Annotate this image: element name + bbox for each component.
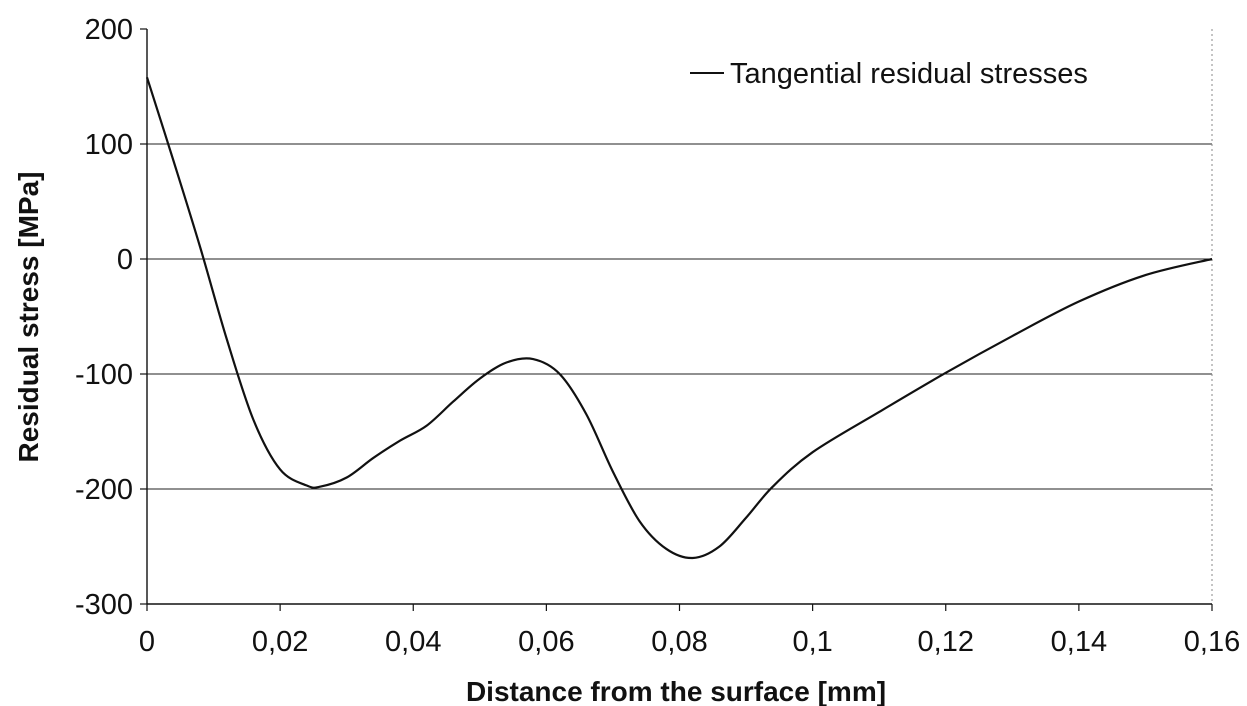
series-line-tangential-residual-stresses	[145, 76, 1213, 560]
y-tick-label: -200	[75, 474, 133, 506]
x-tick-label: 0,12	[918, 626, 974, 658]
legend-label: Tangential residual stresses	[730, 58, 1088, 90]
x-tick-label: 0,14	[1051, 626, 1107, 658]
y-tick-label: 0	[117, 244, 133, 276]
y-tick-label: -100	[75, 359, 133, 391]
x-tick-label: 0,04	[385, 626, 441, 658]
y-axis-title: Residual stress [MPa]	[13, 172, 44, 463]
x-axis-title: Distance from the surface [mm]	[466, 676, 886, 706]
series-layer	[145, 76, 1213, 560]
x-tick-label: 0,1	[792, 626, 832, 658]
y-tick-label: 200	[85, 14, 133, 46]
x-tick-label: 0,08	[651, 626, 707, 658]
x-tick-label: 0,02	[252, 626, 308, 658]
x-tick-label: 0,16	[1184, 626, 1240, 658]
grid-layer	[147, 143, 1212, 490]
legend: Tangential residual stresses	[690, 58, 1088, 90]
y-tick-label: -300	[75, 589, 133, 621]
axis-layer	[140, 28, 1213, 611]
x-tick-label: 0,06	[518, 626, 574, 658]
y-tick-label: 100	[85, 129, 133, 161]
x-tick-label: 0	[139, 626, 155, 658]
